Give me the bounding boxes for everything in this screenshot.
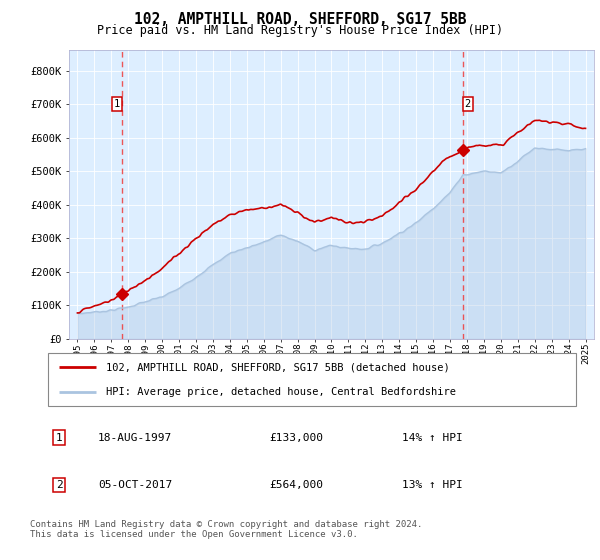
Text: 1: 1 [56,433,62,443]
Text: 1: 1 [113,99,120,109]
Text: Contains HM Land Registry data © Crown copyright and database right 2024.
This d: Contains HM Land Registry data © Crown c… [30,520,422,539]
Text: 2: 2 [464,99,471,109]
Text: 2: 2 [56,480,62,490]
Text: 05-OCT-2017: 05-OCT-2017 [98,480,172,490]
Text: £133,000: £133,000 [270,433,324,443]
Text: 14% ↑ HPI: 14% ↑ HPI [402,433,463,443]
Text: 18-AUG-1997: 18-AUG-1997 [98,433,172,443]
Text: 102, AMPTHILL ROAD, SHEFFORD, SG17 5BB: 102, AMPTHILL ROAD, SHEFFORD, SG17 5BB [134,12,466,27]
Text: HPI: Average price, detached house, Central Bedfordshire: HPI: Average price, detached house, Cent… [106,386,456,396]
Text: £564,000: £564,000 [270,480,324,490]
Text: Price paid vs. HM Land Registry's House Price Index (HPI): Price paid vs. HM Land Registry's House … [97,24,503,36]
Text: 102, AMPTHILL ROAD, SHEFFORD, SG17 5BB (detached house): 102, AMPTHILL ROAD, SHEFFORD, SG17 5BB (… [106,362,450,372]
Text: 13% ↑ HPI: 13% ↑ HPI [402,480,463,490]
